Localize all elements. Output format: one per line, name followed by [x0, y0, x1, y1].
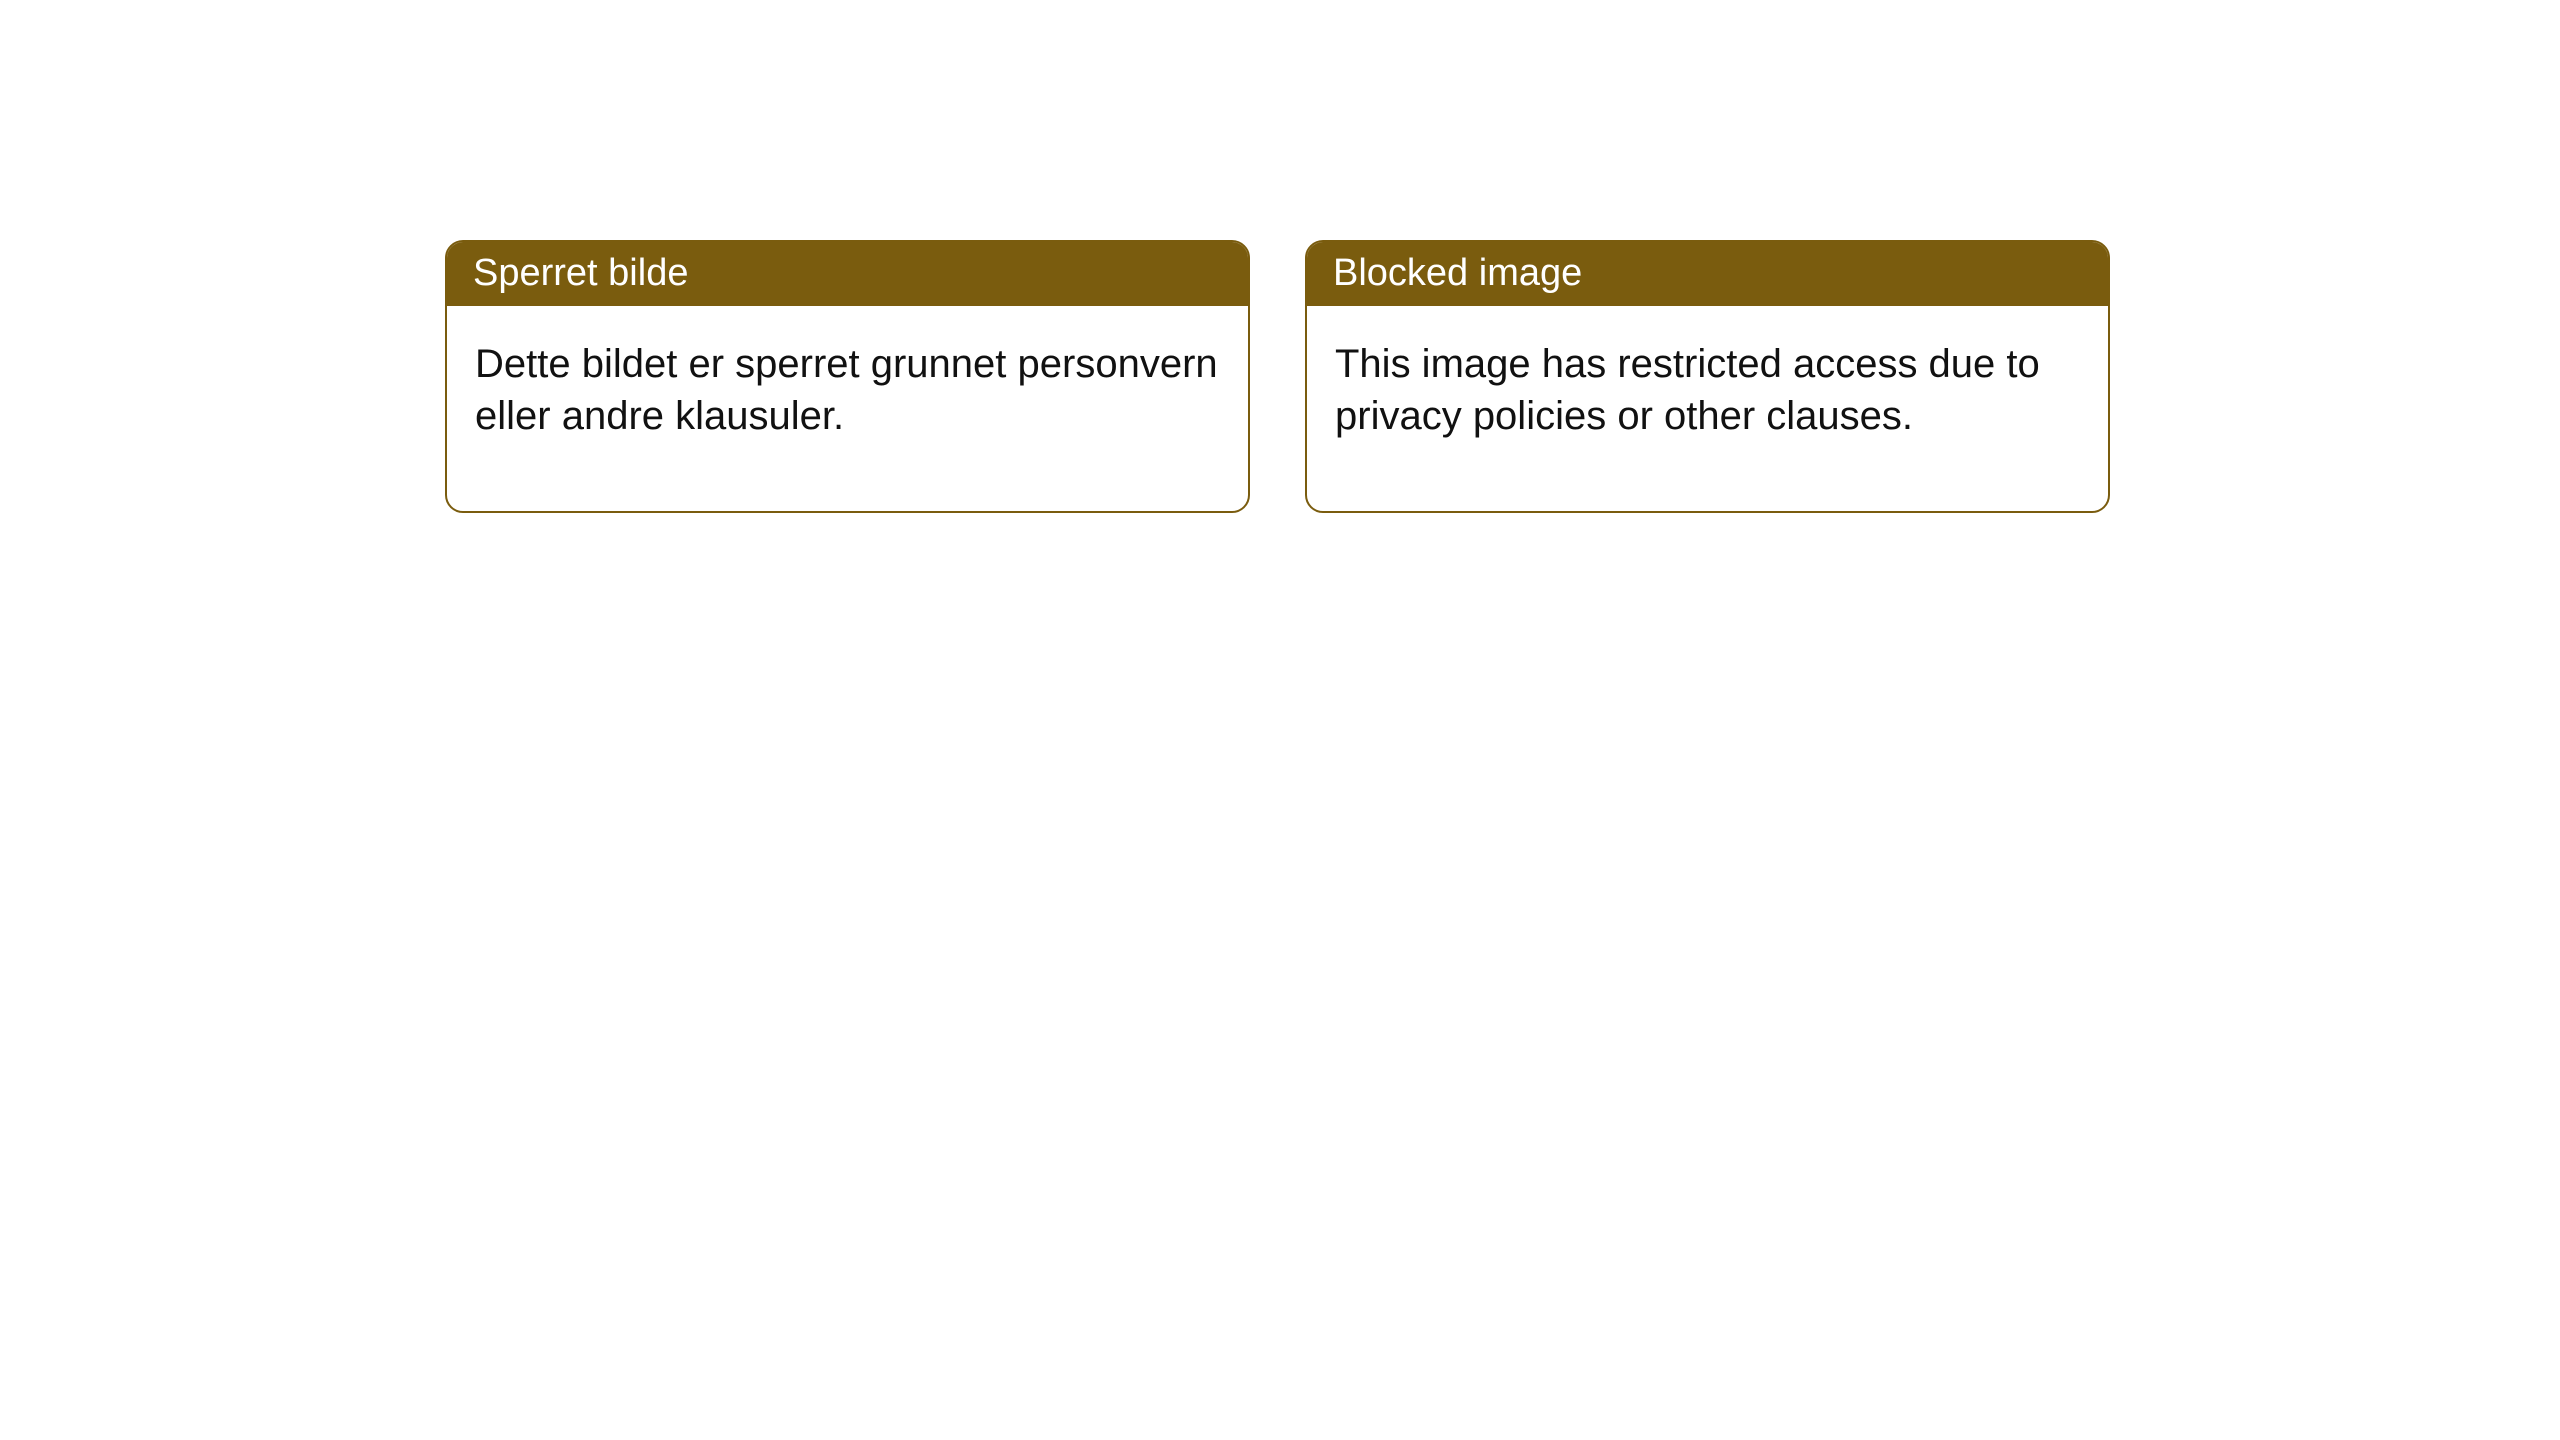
- blocked-image-card-en: Blocked image This image has restricted …: [1305, 240, 2110, 513]
- card-title-no: Sperret bilde: [447, 242, 1248, 306]
- card-body-no: Dette bildet er sperret grunnet personve…: [447, 306, 1248, 511]
- card-title-en: Blocked image: [1307, 242, 2108, 306]
- blocked-image-card-no: Sperret bilde Dette bildet er sperret gr…: [445, 240, 1250, 513]
- card-body-en: This image has restricted access due to …: [1307, 306, 2108, 511]
- notice-container: Sperret bilde Dette bildet er sperret gr…: [445, 240, 2110, 513]
